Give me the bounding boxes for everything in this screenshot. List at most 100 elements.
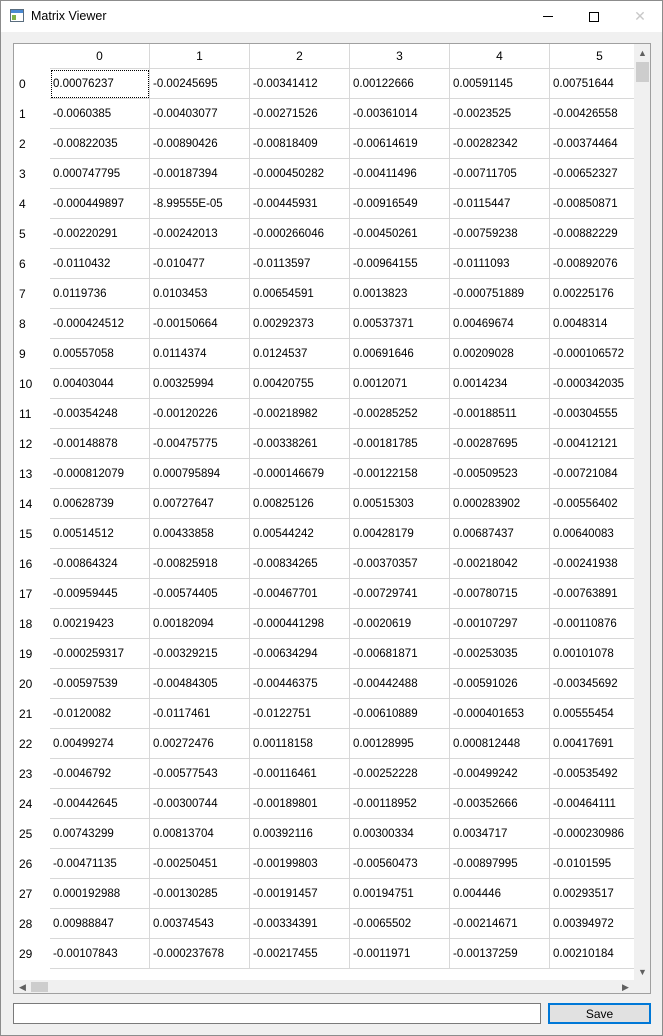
table-cell[interactable]: 0.0014234 [450,369,550,399]
table-cell[interactable]: -0.00253035 [450,639,550,669]
table-cell[interactable]: -0.00864324 [50,549,150,579]
table-cell[interactable]: -0.00614619 [350,129,450,159]
row-header[interactable]: 7 [14,279,50,309]
table-cell[interactable]: 0.0124537 [250,339,350,369]
row-header[interactable]: 29 [14,939,50,969]
table-cell[interactable]: 0.00394972 [550,909,634,939]
table-cell[interactable]: 0.00591145 [450,69,550,99]
table-cell[interactable]: 0.00076237 [50,69,150,99]
table-cell[interactable]: -0.00818409 [250,129,350,159]
table-cell[interactable]: -0.000237678 [150,939,250,969]
table-cell[interactable]: 0.00225176 [550,279,634,309]
table-cell[interactable]: 0.0048314 [550,309,634,339]
table-cell[interactable]: -0.00890426 [150,129,250,159]
table-cell[interactable]: -0.00218042 [450,549,550,579]
table-cell[interactable]: -0.0120082 [50,699,150,729]
table-cell[interactable]: -0.00780715 [450,579,550,609]
table-cell[interactable]: -0.00137259 [450,939,550,969]
table-cell[interactable]: -0.00218982 [250,399,350,429]
table-cell[interactable]: -0.00345692 [550,669,634,699]
table-cell[interactable]: -0.00721084 [550,459,634,489]
row-header[interactable]: 23 [14,759,50,789]
table-cell[interactable]: -0.00499242 [450,759,550,789]
table-cell[interactable]: 0.00691646 [350,339,450,369]
table-cell[interactable]: -0.000441298 [250,609,350,639]
table-cell[interactable]: -0.00535492 [550,759,634,789]
table-cell[interactable]: -0.00403077 [150,99,250,129]
column-header[interactable]: 3 [350,44,450,69]
table-cell[interactable]: -0.000342035 [550,369,634,399]
table-cell[interactable]: -0.0046792 [50,759,150,789]
table-cell[interactable]: 0.00292373 [250,309,350,339]
table-cell[interactable]: 0.00687437 [450,519,550,549]
table-cell[interactable]: 0.00128995 [350,729,450,759]
table-cell[interactable]: -0.00334391 [250,909,350,939]
table-cell[interactable]: -0.010477 [150,249,250,279]
table-cell[interactable]: 0.00293517 [550,879,634,909]
vertical-scrollbar[interactable]: ▲ ▼ [634,44,650,980]
table-cell[interactable]: 0.00988847 [50,909,150,939]
table-cell[interactable]: -0.00241938 [550,549,634,579]
table-cell[interactable]: 0.00825126 [250,489,350,519]
table-cell[interactable]: 0.00537371 [350,309,450,339]
table-cell[interactable]: -0.00509523 [450,459,550,489]
row-header[interactable]: 27 [14,879,50,909]
row-header[interactable]: 17 [14,579,50,609]
table-cell[interactable]: -0.000812079 [50,459,150,489]
table-cell[interactable]: -0.0115447 [450,189,550,219]
table-cell[interactable]: -0.00574405 [150,579,250,609]
table-cell[interactable]: -0.00242013 [150,219,250,249]
row-header[interactable]: 2 [14,129,50,159]
table-cell[interactable]: -0.00304555 [550,399,634,429]
table-cell[interactable]: -0.0023525 [450,99,550,129]
table-cell[interactable]: 0.00727647 [150,489,250,519]
table-cell[interactable]: -0.0020619 [350,609,450,639]
row-header[interactable]: 18 [14,609,50,639]
table-cell[interactable]: 0.000192988 [50,879,150,909]
table-cell[interactable]: -0.00711705 [450,159,550,189]
table-cell[interactable]: -0.00271526 [250,99,350,129]
table-cell[interactable]: -0.000449897 [50,189,150,219]
table-cell[interactable]: -0.00681871 [350,639,450,669]
table-cell[interactable]: 0.0012071 [350,369,450,399]
row-header[interactable]: 11 [14,399,50,429]
table-cell[interactable]: -0.00130285 [150,879,250,909]
row-header[interactable]: 5 [14,219,50,249]
scroll-up-arrow-icon[interactable]: ▲ [638,47,647,58]
table-cell[interactable]: 0.00813704 [150,819,250,849]
table-cell[interactable]: 0.00122666 [350,69,450,99]
table-cell[interactable]: -0.00352666 [450,789,550,819]
table-cell[interactable]: 0.0114374 [150,339,250,369]
row-header[interactable]: 3 [14,159,50,189]
table-cell[interactable]: -0.00475775 [150,429,250,459]
table-cell[interactable]: 0.00209028 [450,339,550,369]
table-cell[interactable]: -0.00484305 [150,669,250,699]
table-cell[interactable]: -0.00118952 [350,789,450,819]
table-cell[interactable]: -0.00442488 [350,669,450,699]
column-header[interactable]: 1 [150,44,250,69]
table-cell[interactable]: -0.00759238 [450,219,550,249]
table-cell[interactable]: -0.000106572 [550,339,634,369]
table-cell[interactable]: -0.00412121 [550,429,634,459]
row-header[interactable]: 22 [14,729,50,759]
table-cell[interactable]: -0.00252228 [350,759,450,789]
table-cell[interactable]: 0.00640083 [550,519,634,549]
row-header[interactable]: 26 [14,849,50,879]
table-cell[interactable]: 0.0103453 [150,279,250,309]
table-cell[interactable]: -0.0122751 [250,699,350,729]
table-cell[interactable]: -0.00361014 [350,99,450,129]
save-button[interactable]: Save [548,1003,651,1024]
table-cell[interactable]: -0.00450261 [350,219,450,249]
table-cell[interactable]: 0.000747795 [50,159,150,189]
table-cell[interactable]: -0.00834265 [250,549,350,579]
table-cell[interactable]: 0.00628739 [50,489,150,519]
table-cell[interactable]: 0.00272476 [150,729,250,759]
table-cell[interactable]: -0.00181785 [350,429,450,459]
table-cell[interactable]: 0.00514512 [50,519,150,549]
table-cell[interactable]: -0.000450282 [250,159,350,189]
table-cell[interactable]: -0.0117461 [150,699,250,729]
table-cell[interactable]: -0.00188511 [450,399,550,429]
table-cell[interactable]: -0.00464111 [550,789,634,819]
table-cell[interactable]: 0.00743299 [50,819,150,849]
table-cell[interactable]: 0.00194751 [350,879,450,909]
